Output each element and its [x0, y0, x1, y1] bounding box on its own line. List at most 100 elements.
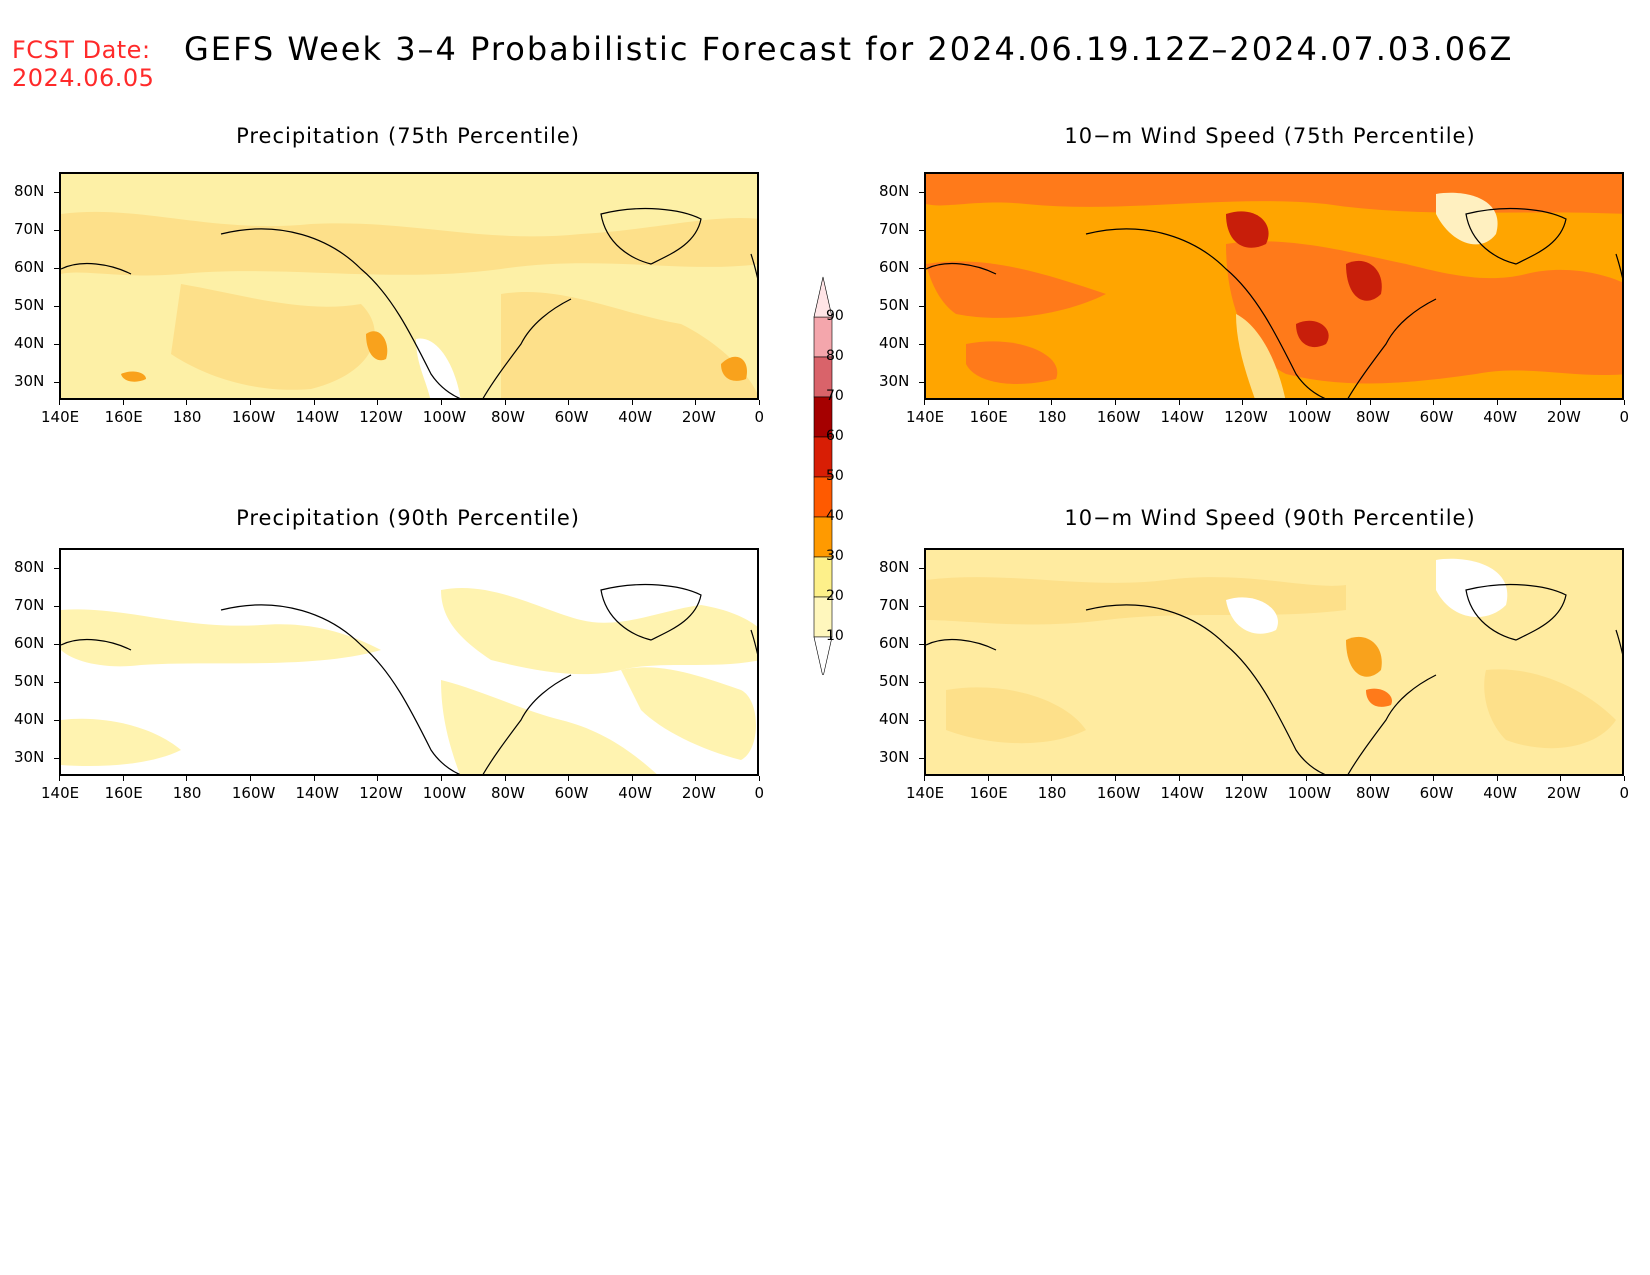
panel-title-precip-75: Precipitation (75th Percentile) — [236, 124, 580, 148]
lon-label: 80W — [1356, 408, 1390, 426]
colorbar-level-label: 10 — [826, 628, 844, 644]
lon-label: 180 — [1037, 408, 1067, 426]
lat-label: 30N — [879, 372, 910, 390]
precip-90-coastline-na-west — [220, 604, 461, 774]
lon-label: 40W — [618, 784, 653, 802]
lon-tick — [1051, 400, 1053, 405]
colorbar — [813, 276, 833, 675]
lon-label: 120W — [359, 784, 403, 802]
lat-label: 70N — [879, 220, 910, 238]
lon-label: 0 — [1619, 408, 1630, 426]
lon-label: 80W — [1356, 784, 1390, 802]
lat-label: 50N — [879, 296, 910, 314]
lat-tick — [54, 606, 59, 607]
lat-tick — [919, 720, 924, 721]
lon-label: 180 — [172, 784, 202, 802]
main-title: GEFS Week 3–4 Probabilistic Forecast for… — [184, 30, 1514, 68]
lat-label: 40N — [14, 334, 45, 352]
precip-75-shade-spot — [366, 331, 388, 361]
lat-tick — [54, 268, 59, 269]
wind-75-coastline-europe — [1615, 253, 1622, 279]
lon-label: 160W — [1096, 784, 1141, 802]
lon-label: 160W — [231, 784, 276, 802]
lon-label: 140W — [1160, 408, 1204, 426]
lon-tick — [759, 776, 760, 781]
lon-tick — [313, 400, 315, 405]
lat-tick — [919, 344, 924, 345]
wind-90-coastline-asia — [926, 639, 997, 651]
lat-tick — [919, 268, 924, 269]
wind-90-coastline-europe — [1615, 629, 1622, 655]
lat-tick — [919, 682, 924, 683]
lat-label: 50N — [14, 296, 45, 314]
lon-tick — [568, 776, 570, 781]
lon-label: 40W — [618, 408, 653, 426]
precip-90-coastline-na-east — [482, 674, 572, 774]
precip-75-shading — [61, 174, 757, 398]
lon-label: 120W — [1224, 408, 1268, 426]
lon-label: 140E — [906, 408, 945, 426]
lon-tick — [987, 400, 989, 405]
lat-tick — [919, 230, 924, 231]
fcst-date-label: FCST Date: 2024.06.05 — [12, 36, 154, 92]
colorbar-level-label: 50 — [826, 468, 844, 484]
lon-tick — [440, 776, 442, 781]
lon-label: 80W — [491, 784, 525, 802]
lon-tick — [631, 776, 633, 781]
lon-label: 60W — [554, 784, 589, 802]
lon-tick — [568, 400, 570, 405]
wind-75-coastline-na-east — [1347, 298, 1437, 398]
lon-label: 100W — [1287, 408, 1332, 426]
lat-label: 30N — [14, 748, 45, 766]
lon-label: 100W — [1287, 784, 1332, 802]
colorbar-lower-arrow — [813, 636, 833, 675]
lon-tick — [1560, 776, 1562, 781]
fcst-date-caption: FCST Date: — [12, 36, 151, 64]
colorbar-level-label: 40 — [826, 508, 844, 524]
lat-label: 50N — [14, 672, 45, 690]
lon-label: 0 — [754, 784, 765, 802]
lon-tick — [1624, 776, 1625, 781]
lon-label: 140E — [41, 408, 80, 426]
lon-label: 120W — [359, 408, 403, 426]
lon-label: 140E — [41, 784, 80, 802]
lon-tick — [1305, 400, 1307, 405]
wind-75-shade-spot — [1296, 320, 1329, 348]
lon-tick — [504, 776, 506, 781]
wind-90-coastline-na-west — [1085, 604, 1326, 774]
lat-tick — [54, 192, 59, 193]
lon-label: 100W — [422, 784, 467, 802]
lat-label: 50N — [879, 672, 910, 690]
lat-tick — [919, 192, 924, 193]
precip-75-shade-band — [61, 212, 757, 276]
precip-75-coastline-na-east — [482, 298, 572, 398]
panel-title-wind-90: 10−m Wind Speed (90th Percentile) — [1064, 506, 1476, 530]
lon-tick — [1242, 776, 1244, 781]
lon-label: 40W — [1483, 784, 1518, 802]
map-wind-90 — [924, 548, 1624, 776]
lon-tick — [1560, 400, 1562, 405]
lat-label: 60N — [879, 258, 910, 276]
precip-90-shade-north-pacific — [61, 609, 381, 667]
lat-label: 60N — [14, 634, 45, 652]
lat-label: 30N — [879, 748, 910, 766]
lon-tick — [377, 776, 379, 781]
map-precip-90 — [59, 548, 759, 776]
lon-tick — [1178, 776, 1180, 781]
lon-tick — [1114, 776, 1116, 781]
lon-label: 160E — [969, 784, 1008, 802]
lon-tick — [1114, 400, 1116, 405]
lat-tick — [54, 644, 59, 645]
colorbar-level-label: 80 — [826, 348, 844, 364]
lon-label: 160E — [104, 784, 143, 802]
lon-label: 180 — [172, 408, 202, 426]
wind-90-shade-spot — [1366, 688, 1392, 707]
precip-75-coastline-asia — [61, 263, 132, 275]
lon-tick — [987, 776, 989, 781]
precip-90-shade-arctic — [441, 588, 757, 675]
lat-tick — [54, 568, 59, 569]
wind-75-shade-west — [926, 261, 1106, 318]
colorbar-level-label: 90 — [826, 308, 844, 324]
wind-90-coastline-na-east — [1347, 674, 1437, 774]
lon-tick — [1496, 776, 1498, 781]
